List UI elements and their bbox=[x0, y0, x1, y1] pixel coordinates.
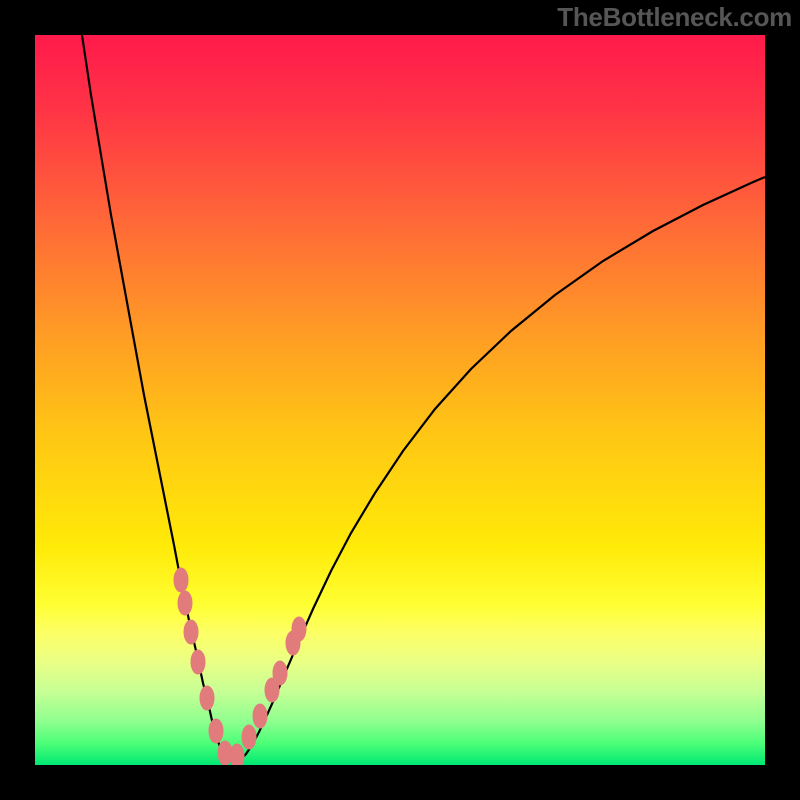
curve-right-branch bbox=[233, 177, 765, 762]
plot-area bbox=[35, 35, 765, 765]
marker-dot bbox=[184, 620, 198, 644]
root: TheBottleneck.com bbox=[0, 0, 800, 800]
curve-left-branch bbox=[82, 35, 233, 762]
marker-dot bbox=[292, 617, 306, 641]
marker-dot bbox=[174, 568, 188, 592]
marker-dot bbox=[273, 661, 287, 685]
marker-dot bbox=[230, 744, 244, 765]
marker-dot bbox=[191, 650, 205, 674]
marker-dot bbox=[209, 719, 223, 743]
curve-layer bbox=[35, 35, 765, 765]
marker-dot bbox=[178, 591, 192, 615]
markers bbox=[174, 568, 306, 765]
marker-dot bbox=[200, 686, 214, 710]
watermark-text: TheBottleneck.com bbox=[557, 2, 792, 33]
marker-dot bbox=[253, 704, 267, 728]
marker-dot bbox=[242, 725, 256, 749]
